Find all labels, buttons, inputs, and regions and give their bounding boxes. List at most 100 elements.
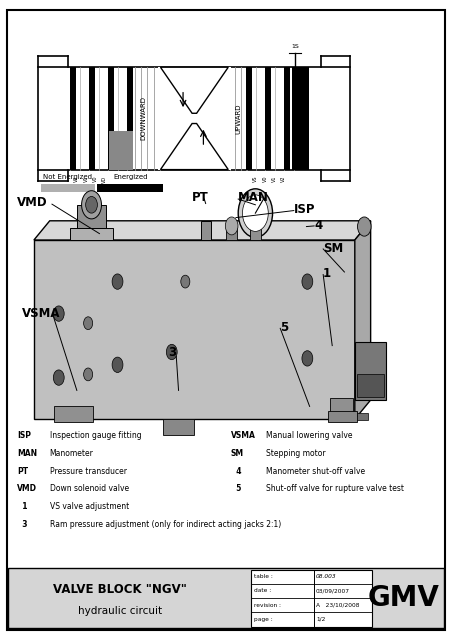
Bar: [89, 67, 95, 170]
Bar: [327, 411, 356, 422]
Bar: [70, 67, 76, 170]
Bar: [162, 419, 194, 435]
Text: V1: V1: [84, 176, 89, 182]
Bar: [284, 67, 290, 170]
Circle shape: [242, 195, 268, 231]
Bar: [354, 342, 386, 400]
Text: Manometer: Manometer: [50, 449, 93, 458]
Bar: [158, 67, 230, 170]
Bar: [201, 221, 211, 240]
Text: Shut-off valve for rupture valve test: Shut-off valve for rupture valve test: [265, 484, 403, 493]
Bar: [109, 131, 133, 170]
Text: PT: PT: [192, 191, 208, 204]
Bar: [127, 67, 133, 170]
Bar: [34, 22, 354, 189]
Text: UPWARD: UPWARD: [235, 103, 241, 134]
Circle shape: [112, 274, 123, 289]
Text: VSMA: VSMA: [22, 307, 60, 320]
Text: 5: 5: [230, 484, 240, 493]
Text: 03/09/2007: 03/09/2007: [315, 588, 350, 593]
Bar: [265, 67, 271, 170]
Text: V1: V1: [271, 176, 276, 182]
Bar: [8, 568, 443, 628]
Circle shape: [83, 368, 92, 381]
Text: Energized: Energized: [113, 175, 147, 180]
Text: SM: SM: [322, 242, 343, 255]
Text: PUMP-MOTOR: PUMP-MOTOR: [295, 110, 298, 140]
Bar: [291, 67, 308, 170]
Text: Not Energized: Not Energized: [43, 175, 92, 180]
Text: date :: date :: [253, 588, 270, 593]
Text: MAN: MAN: [238, 191, 268, 204]
Text: ISP: ISP: [293, 204, 315, 216]
Circle shape: [83, 317, 92, 330]
Circle shape: [301, 274, 312, 289]
Polygon shape: [160, 67, 228, 113]
Bar: [356, 374, 383, 397]
Text: MAN: MAN: [17, 449, 37, 458]
Text: 1: 1: [322, 268, 331, 280]
Text: 5: 5: [280, 321, 288, 334]
Text: ISP: ISP: [17, 431, 31, 440]
Text: Stepping motor: Stepping motor: [265, 449, 325, 458]
Circle shape: [86, 196, 97, 213]
Text: Down solenoid valve: Down solenoid valve: [50, 484, 129, 493]
Bar: [97, 184, 162, 192]
Text: hydraulic circuit: hydraulic circuit: [78, 607, 161, 616]
Circle shape: [53, 306, 64, 321]
Text: SM: SM: [230, 449, 243, 458]
Text: STEPPING MOTOR: STEPPING MOTOR: [301, 106, 305, 144]
Text: 1S: 1S: [290, 44, 299, 49]
Text: 4: 4: [230, 467, 240, 476]
Text: 1/2: 1/2: [315, 617, 325, 622]
Bar: [356, 413, 368, 420]
Text: VMD: VMD: [17, 484, 37, 493]
Text: VD: VD: [102, 176, 107, 183]
Text: VS valve adjustment: VS valve adjustment: [50, 502, 129, 511]
Circle shape: [238, 189, 272, 237]
Circle shape: [357, 217, 370, 236]
Text: page :: page :: [253, 617, 272, 622]
Text: A   23/10/2008: A 23/10/2008: [315, 603, 359, 608]
Bar: [250, 570, 371, 627]
Text: revision :: revision :: [253, 603, 280, 608]
Text: GMV: GMV: [367, 584, 439, 612]
Bar: [70, 67, 133, 170]
Circle shape: [166, 344, 177, 360]
Polygon shape: [34, 221, 370, 240]
Text: VMD: VMD: [17, 196, 48, 209]
Text: Inspection gauge fitting: Inspection gauge fitting: [50, 431, 141, 440]
Text: DOWNWARD: DOWNWARD: [140, 97, 147, 140]
Bar: [34, 240, 354, 419]
Bar: [77, 205, 106, 228]
Text: 4: 4: [313, 219, 322, 232]
Text: Manual lowering valve: Manual lowering valve: [265, 431, 351, 440]
Circle shape: [53, 370, 64, 385]
Text: 3: 3: [17, 520, 28, 529]
Bar: [108, 67, 114, 170]
Bar: [226, 226, 237, 240]
Circle shape: [180, 275, 189, 288]
Bar: [54, 406, 92, 422]
Bar: [246, 67, 252, 170]
Text: 3: 3: [167, 346, 175, 358]
Bar: [249, 228, 260, 240]
Circle shape: [301, 351, 312, 366]
Text: Pressure transducer: Pressure transducer: [50, 467, 126, 476]
Text: PT: PT: [17, 467, 28, 476]
Circle shape: [112, 357, 123, 372]
Polygon shape: [354, 221, 370, 419]
Text: VS: VS: [253, 176, 258, 182]
Text: 1: 1: [17, 502, 28, 511]
Text: table :: table :: [253, 574, 272, 579]
Text: V2: V2: [74, 176, 79, 182]
Text: VALVE BLOCK "NGV": VALVE BLOCK "NGV": [53, 583, 186, 596]
Text: VSMA: VSMA: [230, 431, 255, 440]
Bar: [41, 184, 95, 192]
Circle shape: [82, 191, 101, 219]
Bar: [329, 398, 352, 414]
Polygon shape: [160, 124, 228, 170]
Circle shape: [225, 217, 237, 235]
Text: V0: V0: [93, 176, 98, 182]
Bar: [70, 228, 113, 240]
